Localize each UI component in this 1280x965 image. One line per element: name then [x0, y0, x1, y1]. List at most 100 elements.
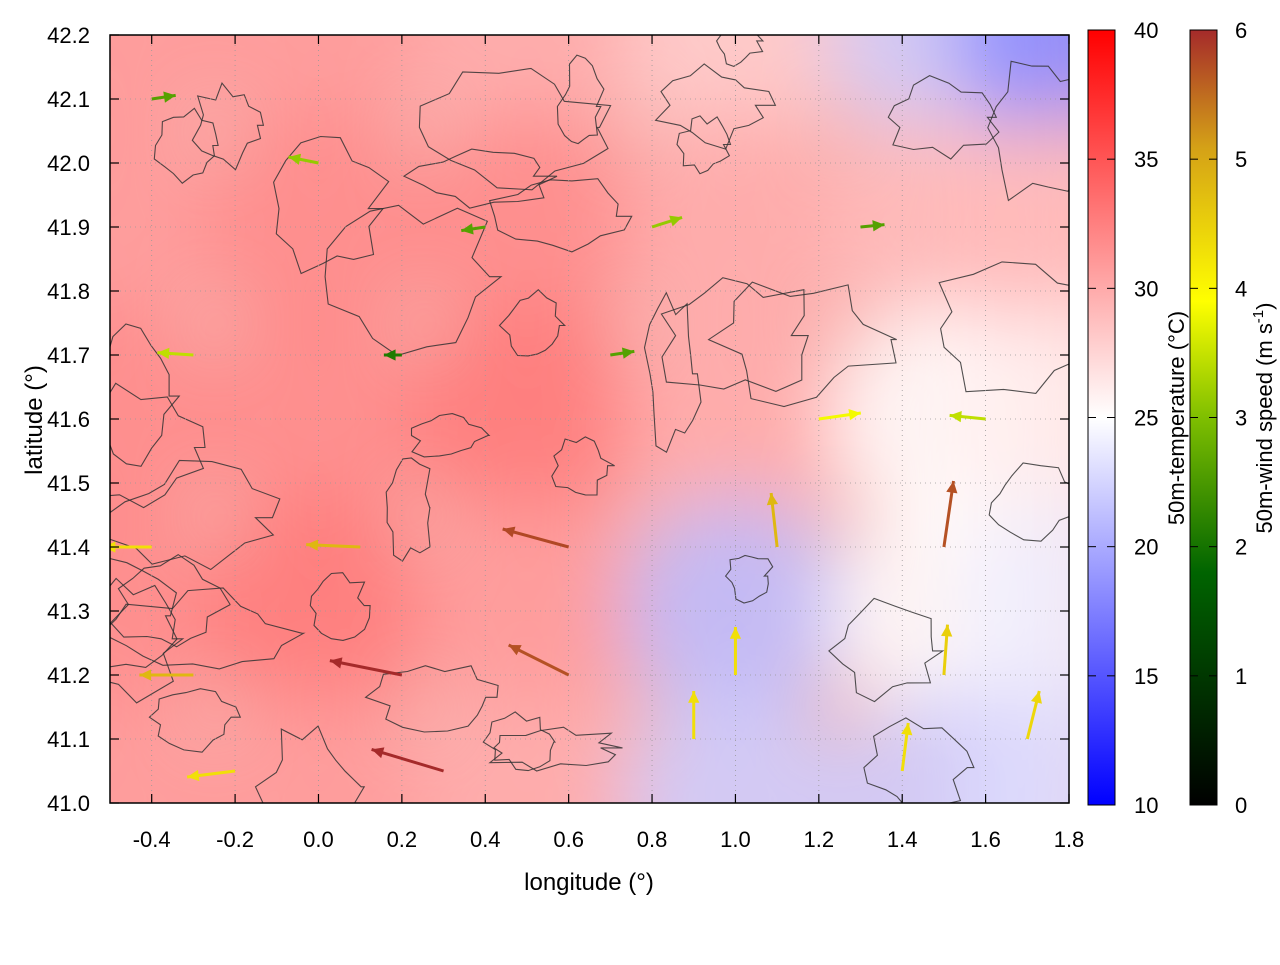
wind-vector — [288, 153, 319, 165]
temperature-colorbar-tick-label: 30 — [1134, 276, 1158, 301]
temperature-cell — [954, 688, 1069, 803]
wind-label-end: ) — [1252, 303, 1277, 310]
temperature-colorbar-tick-label: 10 — [1134, 793, 1158, 818]
wind-vector-head — [461, 223, 474, 235]
wind-vector — [651, 215, 683, 229]
contour-line — [110, 382, 206, 509]
x-tick-label: 0.4 — [470, 827, 501, 852]
contour-line — [110, 577, 185, 704]
wind-vector-head — [508, 645, 522, 656]
y-tick-label: 41.1 — [47, 727, 90, 752]
temperature-cell — [203, 112, 434, 342]
contour-line — [828, 597, 945, 703]
contour-line — [887, 74, 1000, 160]
wind-colorbar-tick-label: 2 — [1235, 535, 1247, 560]
x-tick-label: -0.4 — [133, 827, 171, 852]
wind-label-main: 50m-wind speed (m s — [1252, 323, 1277, 533]
wind-vectors — [110, 91, 1042, 782]
contour-line — [660, 277, 809, 392]
contour-line — [676, 115, 732, 175]
wind-vector — [151, 91, 176, 103]
wind-colorbar-ticks: 0 1 2 3 4 5 6 — [1190, 18, 1247, 818]
y-tick-label: 41.5 — [47, 471, 90, 496]
wind-vector-head — [139, 669, 152, 681]
wind-vector-head — [383, 349, 396, 361]
wind-vector-head — [669, 215, 683, 227]
wind-colorbar-tick-label: 5 — [1235, 147, 1247, 172]
wind-vector-head — [157, 347, 170, 360]
x-tick-label: 0.2 — [387, 827, 418, 852]
contour-line — [551, 436, 615, 496]
contour-line — [273, 135, 390, 275]
wind-vector — [941, 624, 953, 676]
contour-line — [153, 107, 219, 184]
contour-line — [309, 572, 371, 641]
wind-vector-head — [872, 220, 885, 232]
temperature-cell — [411, 112, 642, 342]
wind-vector-head — [729, 627, 742, 639]
contour-line — [938, 261, 1069, 394]
y-tick-label: 42.2 — [47, 23, 90, 48]
temperature-cell — [411, 35, 642, 150]
contour-line — [110, 558, 178, 668]
x-ticks: -0.4 -0.2 0.0 0.2 0.4 0.6 0.8 1.0 1.2 1.4 1.6 1.8 — [133, 35, 1084, 852]
wind-vector-head — [288, 153, 302, 165]
y-tick-label: 41.8 — [47, 279, 90, 304]
x-tick-label: 0.8 — [637, 827, 668, 852]
wind-colorbar-tick-label: 3 — [1235, 406, 1247, 431]
contour-line — [191, 82, 265, 171]
contour-line — [488, 726, 623, 772]
contour-line — [364, 665, 499, 733]
wind-vector — [900, 722, 913, 772]
temperature-colorbar-ticks: 10 15 20 25 30 35 40 — [1088, 18, 1158, 818]
temperature-colorbar-label: 50m-temperature (°C) — [1164, 311, 1189, 525]
contour-line — [402, 148, 558, 209]
x-tick-label: 1.2 — [804, 827, 835, 852]
temperature-cell — [954, 496, 1069, 726]
y-tick-label: 41.6 — [47, 407, 90, 432]
x-tick-label: 0.6 — [553, 827, 584, 852]
temperature-cell — [110, 304, 225, 534]
wind-vector-head — [848, 409, 861, 421]
y-tick-label: 42.0 — [47, 151, 90, 176]
x-tick-label: 0.0 — [303, 827, 334, 852]
wind-vector — [818, 409, 862, 421]
wind-colorbar-tick-label: 1 — [1235, 664, 1247, 689]
wind-vector — [729, 627, 742, 675]
temperature-colorbar-tick-label: 15 — [1134, 664, 1158, 689]
wind-vector-head — [621, 347, 635, 359]
wind-vector-head — [163, 91, 176, 103]
temperature-colorbar-tick-label: 40 — [1134, 18, 1158, 43]
terrain-contours — [110, 35, 1069, 803]
wind-vector-head — [1030, 691, 1042, 704]
y-tick-label: 41.7 — [47, 343, 90, 368]
wind-vector — [507, 643, 570, 677]
wind-vector-head — [688, 691, 700, 703]
wind-vector — [461, 223, 486, 235]
wind-vector — [688, 691, 700, 739]
wind-vector-head — [941, 624, 953, 637]
contour-line — [988, 462, 1069, 542]
y-ticks: 41.0 41.1 41.2 41.3 41.4 41.5 41.6 41.7 41.8 41.9… — [47, 23, 1069, 816]
temperature-field-blur — [110, 35, 1069, 803]
contour-line — [556, 54, 605, 145]
x-tick-label: 1.4 — [887, 827, 918, 852]
contour-line — [385, 457, 431, 562]
temperature-colorbar-tick-label: 20 — [1134, 535, 1158, 560]
contour-line — [498, 288, 567, 357]
x-axis-label: longitude (°) — [524, 869, 654, 896]
contour-line — [715, 35, 765, 68]
y-tick-label: 41.2 — [47, 663, 90, 688]
contour-line — [148, 688, 242, 753]
temperature-cell — [411, 688, 642, 803]
y-tick-label: 41.3 — [47, 599, 90, 624]
contour-line — [110, 323, 181, 467]
contour-line — [707, 281, 897, 408]
contour-line — [724, 554, 774, 604]
temperature-cell — [203, 35, 434, 150]
temperature-cell — [110, 496, 225, 726]
wind-vector-head — [946, 481, 958, 494]
wind-vector — [610, 347, 635, 359]
wind-colorbar-label: 50m-wind speed (m s-1) — [1250, 303, 1277, 534]
